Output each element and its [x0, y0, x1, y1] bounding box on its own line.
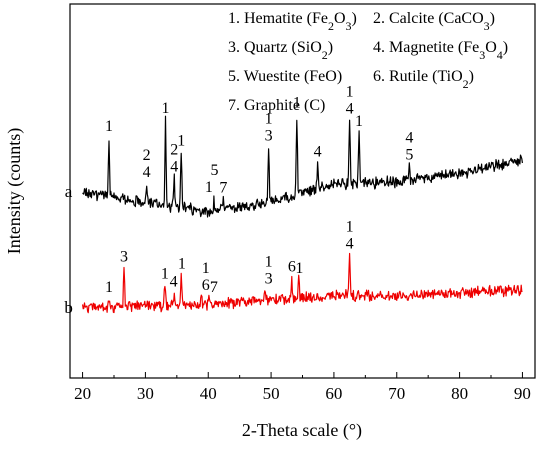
legend-name: Magnetite	[389, 39, 454, 56]
y-axis-label: Intensity (counts)	[4, 128, 25, 254]
legend-item: 2. Calcite (CaCO3)	[373, 10, 495, 33]
peak-label: 4	[143, 164, 151, 181]
peak-label: 1	[162, 100, 170, 117]
legend-formula-part: (C)	[300, 97, 325, 114]
legend-formula-part: (Fe	[454, 39, 479, 56]
legend-item: 1. Hematite (Fe2O3)	[228, 10, 357, 33]
legend-name: Rutile	[389, 68, 428, 85]
legend-formula-part: O	[334, 10, 346, 27]
peak-label: 4	[170, 159, 178, 176]
series-name-b: b	[64, 298, 73, 317]
peak-label: 5	[405, 146, 413, 163]
legend-formula-part: 3	[484, 19, 490, 33]
peak-label: 4	[346, 235, 354, 252]
x-tick-label: 90	[514, 384, 531, 403]
x-tick-label: 80	[451, 384, 468, 403]
legend-formula-part: O	[485, 39, 497, 56]
legend-formula-part: )	[503, 39, 508, 56]
legend-formula-part: )	[328, 39, 333, 56]
series-name-a: a	[65, 182, 73, 201]
peak-label: 1	[355, 113, 363, 130]
peak-label: 1	[265, 254, 273, 271]
peak-label: 4	[170, 274, 178, 291]
peak-label: 1	[178, 255, 186, 272]
peak-label: 5	[211, 162, 219, 179]
legend-formula-part: (CaCO	[434, 10, 483, 27]
legend-formula-part: 3	[479, 48, 485, 62]
peak-label: 1	[105, 118, 113, 135]
peak-label: 4	[346, 101, 354, 118]
legend-formula-part: (TiO	[428, 68, 463, 85]
legend-formula-part: (SiO	[288, 39, 322, 56]
x-tick-label: 50	[263, 384, 280, 403]
x-axis-label: 2-Theta scale (°)	[242, 420, 362, 441]
peak-label: 1	[346, 218, 354, 235]
peak-label: 4	[314, 144, 322, 161]
peak-label: 1	[161, 266, 169, 283]
legend-number: 7.	[228, 97, 244, 114]
legend-name: Quartz	[244, 39, 288, 56]
legend-name: Graphite	[244, 97, 300, 114]
legend-formula-part: )	[352, 10, 357, 27]
legend-name: Wuestite	[244, 68, 300, 85]
peak-label: 1	[205, 179, 213, 196]
series-a-line	[82, 115, 523, 218]
legend-name: Calcite	[389, 10, 434, 27]
legend-item: 4. Magnetite (Fe3O4)	[373, 39, 508, 62]
legend-number: 4.	[373, 39, 389, 56]
x-axis-ticks: 20 30 40 50 60 70 80 90	[74, 372, 531, 403]
peak-label: 3	[265, 127, 273, 144]
legend-formula-part: (FeO)	[300, 68, 342, 85]
peak-label: 1	[293, 95, 301, 112]
series-layer: ab	[64, 115, 523, 317]
peak-label: 1	[265, 110, 273, 127]
legend-item: 3. Quartz (SiO2)	[228, 39, 333, 62]
legend-formula-part: 2	[463, 77, 469, 91]
peak-label: 1	[295, 260, 303, 277]
legend-number: 2.	[373, 10, 389, 27]
x-tick-label: 60	[325, 384, 342, 403]
x-tick-label: 70	[388, 384, 405, 403]
legend-item: 7. Graphite (C)	[228, 97, 325, 114]
legend-formula-part: )	[469, 68, 474, 85]
legend-formula-part: 3	[346, 19, 352, 33]
peak-label: 3	[265, 271, 273, 288]
legend-number: 1.	[228, 10, 244, 27]
legend: 1. Hematite (Fe2O3) 2. Calcite (CaCO3)3. …	[228, 10, 508, 114]
legend-formula-part: )	[490, 10, 495, 27]
peak-label: 1	[346, 84, 354, 101]
peak-label: 1	[202, 260, 210, 277]
x-tick-label: 30	[137, 384, 154, 403]
peak-label: 2	[170, 142, 178, 159]
peak-label: 3	[120, 249, 128, 266]
legend-name: Hematite	[244, 10, 303, 27]
legend-formula-part: (Fe	[303, 10, 328, 27]
legend-number: 6.	[373, 68, 389, 85]
peak-label: 6	[202, 277, 210, 294]
legend-item: 6. Rutile (TiO2)	[373, 68, 474, 91]
x-tick-label: 40	[200, 384, 217, 403]
peak-label: 1	[177, 133, 185, 150]
legend-formula-part: 2	[328, 19, 334, 33]
peak-label: 7	[219, 180, 227, 197]
x-tick-label: 20	[74, 384, 91, 403]
peak-label: 1	[105, 279, 113, 296]
legend-number: 5.	[228, 68, 244, 85]
legend-formula-part: 4	[497, 48, 503, 62]
legend-item: 5. Wuestite (FeO)	[228, 68, 342, 85]
peak-label: 4	[405, 129, 413, 146]
legend-formula-part: 2	[322, 48, 328, 62]
legend-number: 3.	[228, 39, 244, 56]
series-b-line	[82, 252, 523, 314]
peak-label: 6	[288, 258, 296, 275]
peak-label: 2	[143, 147, 151, 164]
peak-label: 7	[210, 279, 218, 296]
